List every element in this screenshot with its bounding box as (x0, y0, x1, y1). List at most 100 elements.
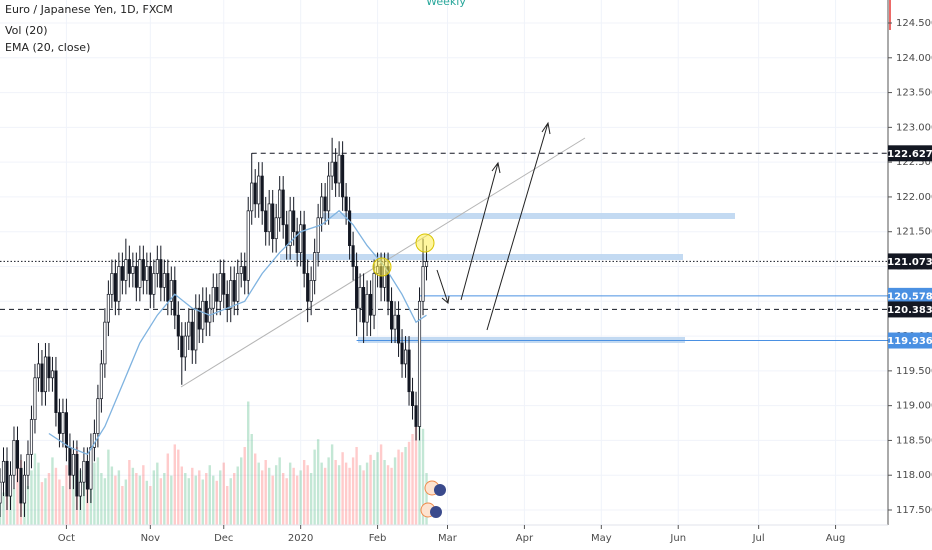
volume-bar (72, 475, 75, 525)
candle-body (253, 182, 257, 205)
volume-bar (110, 466, 114, 525)
volume-bar (330, 444, 334, 525)
volume-bar (341, 452, 344, 525)
y-tick-label: 118.000 (896, 470, 932, 481)
candle-body (106, 293, 110, 323)
candle-body (417, 300, 422, 427)
volume-bar (16, 466, 19, 525)
candle-body (82, 460, 86, 483)
candle-body (43, 356, 47, 393)
arrows (436, 121, 551, 331)
candle-body (54, 370, 58, 413)
candle-body (1, 460, 6, 483)
interval-label: Weekly (426, 0, 466, 8)
x-tick-label: Apr (516, 533, 534, 544)
volume-bar (267, 467, 271, 525)
candle-body (299, 224, 303, 253)
volume-bar (271, 475, 274, 525)
volume-bar (212, 475, 215, 525)
candle-body (222, 273, 226, 295)
volume-bar (201, 479, 204, 525)
price-label-box (888, 287, 932, 304)
candle-body (410, 391, 415, 406)
candle-body (215, 287, 219, 302)
candle-body (0, 481, 2, 504)
candle-body (323, 196, 327, 212)
candle-body (372, 273, 376, 316)
volume-bar (96, 457, 100, 525)
volume-bar (219, 470, 222, 525)
volume-bar (285, 478, 288, 525)
price-label: 119.936 (887, 336, 932, 347)
ema-line (48, 209, 427, 456)
y-tick-label: 123.500 (896, 88, 932, 99)
zone (358, 337, 685, 343)
candle-body (75, 453, 79, 497)
volume-bar (93, 462, 96, 525)
candle-body (211, 287, 215, 309)
volume-bar (397, 449, 400, 525)
candle-body (113, 273, 117, 302)
volume-bar (180, 466, 183, 525)
candles (0, 137, 429, 517)
volume-bar (121, 486, 124, 525)
volume-bar (37, 462, 40, 525)
x-tick-label: May (591, 533, 612, 544)
candle-body (194, 307, 198, 351)
candle-body (271, 203, 275, 240)
candle-body (15, 440, 20, 469)
candle-body (288, 210, 292, 246)
y-tick-label: 119.000 (896, 401, 932, 412)
volume-bar (309, 473, 313, 525)
volume-bar (229, 478, 232, 525)
arrow (436, 269, 450, 304)
candle-body (61, 412, 65, 434)
volume-bar (393, 457, 397, 525)
candle-body (197, 307, 201, 330)
volume-bar (316, 439, 320, 525)
candle-body (96, 398, 100, 434)
candle-body (218, 273, 222, 302)
candle-body (64, 412, 68, 448)
candle-body (334, 161, 338, 184)
volume-bar (362, 470, 365, 525)
candle-body (5, 460, 9, 497)
y-tick-label: 124.000 (896, 53, 932, 64)
arrow (460, 161, 501, 301)
volume-bar (278, 457, 281, 525)
volume-bar (194, 475, 197, 525)
volume-bar (226, 486, 229, 525)
volume-bar (145, 480, 149, 525)
x-tick-label: Jul (752, 533, 765, 544)
candle-body (120, 266, 124, 281)
candle-body (341, 154, 345, 198)
candle-body (29, 419, 34, 455)
volume-bar (292, 467, 295, 525)
candle-body (313, 252, 317, 281)
candle-body (302, 224, 306, 274)
candle-body (393, 314, 397, 330)
candle-body (414, 405, 418, 427)
volume-bar (51, 457, 54, 525)
candle-body (148, 266, 152, 295)
volume-bar (149, 486, 152, 525)
candle-body (320, 196, 324, 219)
volume-bar (12, 488, 16, 525)
candle-body (351, 245, 355, 267)
candle-body (187, 321, 191, 337)
candle-body (159, 259, 163, 288)
candle-body (85, 460, 89, 490)
candle-body (152, 273, 156, 295)
x-tick-label: Mar (438, 533, 458, 544)
volume-bar (187, 478, 190, 525)
volume-bar (327, 457, 330, 525)
y-tick-label: 117.500 (896, 505, 932, 516)
candle-body (117, 266, 121, 302)
event-icon (434, 484, 446, 496)
candle-body (236, 273, 240, 302)
volume-bar (68, 460, 72, 525)
volume-bar (215, 480, 218, 525)
candle-body (292, 210, 296, 233)
volume-bar (390, 467, 393, 525)
candle-body (127, 259, 131, 274)
